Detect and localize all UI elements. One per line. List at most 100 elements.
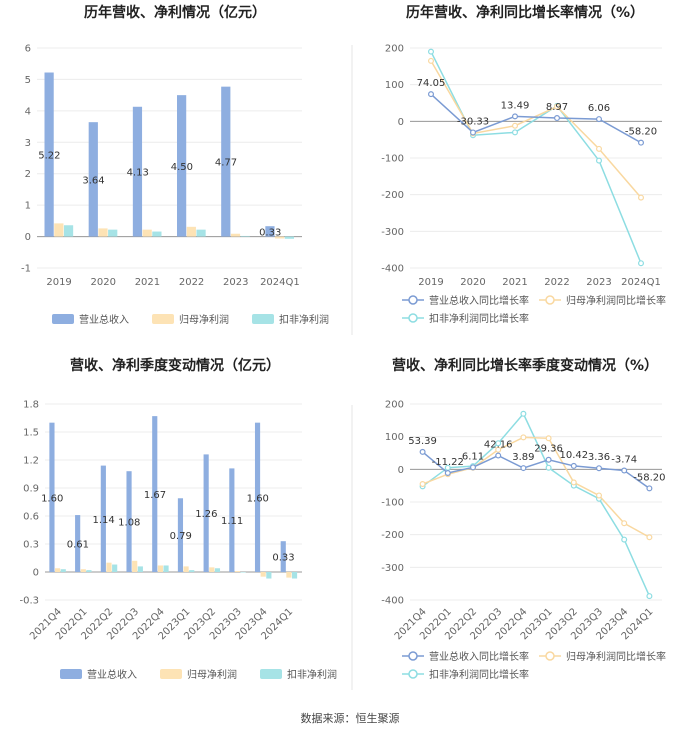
legend-marker xyxy=(545,295,555,305)
bar-value-label: 0.79 xyxy=(170,531,192,542)
bar-0-2023Q3 xyxy=(229,468,235,572)
bar-1-2021 xyxy=(142,229,152,237)
x-tick-label: 2021 xyxy=(502,277,527,288)
series-point xyxy=(595,492,602,499)
legend-swatch xyxy=(52,314,74,324)
legend-label: 营业总收入 xyxy=(87,668,137,681)
series-line-0 xyxy=(430,93,642,144)
y-tick-label: 0 xyxy=(33,568,39,579)
legend-swatch xyxy=(252,314,274,324)
x-tick-label: 2023 xyxy=(223,277,248,288)
legend-marker xyxy=(408,651,418,661)
series-point xyxy=(511,113,518,120)
data-source: 数据来源：恒生聚源 xyxy=(300,712,400,725)
series-point xyxy=(595,145,602,152)
series-point xyxy=(646,593,653,600)
legend-label: 归母净利润 xyxy=(187,668,237,681)
y-tick-label: 0 xyxy=(25,232,31,243)
bar-value-label: 1.67 xyxy=(144,490,166,501)
bar-0-2022Q2 xyxy=(100,465,106,572)
y-tick-label: -100 xyxy=(381,154,404,165)
legend-marker xyxy=(408,669,418,679)
bar-2-2023 xyxy=(240,235,250,237)
series-point xyxy=(646,485,653,492)
series-line-0 xyxy=(422,451,650,489)
series-line-2 xyxy=(422,412,651,597)
x-tick-label: 2024Q1 xyxy=(260,277,300,288)
bar-value-label: 1.60 xyxy=(247,493,269,504)
legend-swatch xyxy=(160,669,182,679)
legend-marker xyxy=(408,313,418,323)
bar-value-label: 1.11 xyxy=(221,516,243,527)
x-tick-label: 2020 xyxy=(91,277,116,288)
legend-label: 归母净利润同比增长率 xyxy=(566,294,666,307)
series-point xyxy=(545,435,552,442)
legend-label: 营业总收入 xyxy=(79,313,129,326)
bar-0-2020 xyxy=(88,122,98,237)
line-value-label: 6.11 xyxy=(462,451,484,462)
y-tick-label: -1 xyxy=(21,264,31,275)
line-value-label: 6.06 xyxy=(588,103,610,114)
bar-2-2022Q2 xyxy=(112,564,118,572)
series-point xyxy=(637,260,644,267)
bar-0-2021Q4 xyxy=(49,422,55,572)
bar-value-label: 0.33 xyxy=(272,553,294,564)
bar-1-2022Q3 xyxy=(132,560,138,572)
legend-marker xyxy=(545,651,555,661)
bar-0-2019 xyxy=(44,72,54,237)
x-tick-label: 2022 xyxy=(179,277,204,288)
bar-1-2019 xyxy=(54,223,64,237)
series-point xyxy=(511,122,518,129)
x-tick-label: 2020 xyxy=(460,277,485,288)
legend-label: 归母净利润 xyxy=(179,313,229,326)
series-point xyxy=(495,446,502,453)
line-value-label: -11.22 xyxy=(432,457,464,468)
bar-0-2022 xyxy=(177,95,187,237)
line-value-label: 10.42 xyxy=(559,450,588,461)
bar-value-label: 0.61 xyxy=(67,540,89,551)
x-tick-label: 2019 xyxy=(418,277,443,288)
legend-label: 扣非净利润 xyxy=(287,668,337,681)
line-value-label: 74.05 xyxy=(417,78,446,89)
bar-1-2024Q1 xyxy=(286,572,292,578)
series-point xyxy=(419,448,426,455)
bar-2-2024Q1 xyxy=(284,236,294,239)
bar-1-2023Q4 xyxy=(260,572,266,577)
series-point xyxy=(621,536,628,543)
x-tick-label: 2019 xyxy=(46,277,71,288)
x-tick-label: 2023 xyxy=(586,277,611,288)
bar-0-2024Q1 xyxy=(265,226,275,237)
bar-2-2024Q1 xyxy=(291,572,298,579)
line-value-label: -30.33 xyxy=(457,116,489,127)
line-value-label: -3.74 xyxy=(611,455,637,466)
y-tick-label: 4 xyxy=(25,106,31,117)
legend-label: 扣非净利润 xyxy=(279,313,329,326)
bar-value-label: 4.13 xyxy=(127,168,149,179)
bar-value-label: 5.22 xyxy=(38,151,60,162)
y-tick-label: -400 xyxy=(381,264,404,275)
bar-1-2023Q1 xyxy=(183,566,189,572)
series-point xyxy=(545,464,552,471)
bar-value-label: 0.33 xyxy=(259,227,281,238)
series-point xyxy=(570,462,577,469)
series-point xyxy=(637,139,644,146)
y-tick-label: 2 xyxy=(25,169,31,180)
bar-0-2022Q3 xyxy=(126,471,132,572)
y-tick-label: -400 xyxy=(381,596,404,607)
bar-value-label: 3.64 xyxy=(82,175,104,186)
y-tick-label: 1.2 xyxy=(23,456,39,467)
bar-2-2023Q2 xyxy=(214,568,221,572)
bar-1-2022Q2 xyxy=(106,562,112,572)
series-point xyxy=(595,116,602,123)
legend-swatch xyxy=(152,314,174,324)
bar-1-2021Q4 xyxy=(55,568,61,572)
chart-title: 历年营收、净利情况（亿元） xyxy=(84,4,266,21)
bar-1-2023 xyxy=(230,233,241,237)
series-point xyxy=(637,194,644,201)
x-tick-label: 2024Q1 xyxy=(621,277,661,288)
bar-value-label: 4.77 xyxy=(215,158,237,169)
bar-value-label: 1.26 xyxy=(195,509,217,520)
legend-swatch xyxy=(260,669,282,679)
line-value-label: 42.16 xyxy=(484,440,513,451)
series-point xyxy=(520,410,527,417)
